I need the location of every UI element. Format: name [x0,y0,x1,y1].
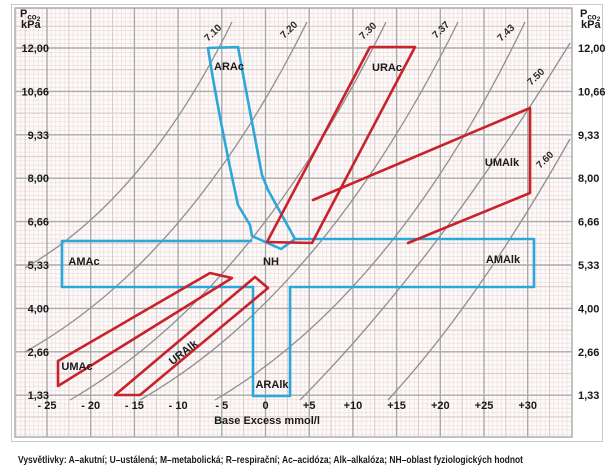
y-tick-label: 4,00 [28,303,49,315]
pco2-symbol: P [20,8,27,20]
pco2-subscript-2: 2 [37,16,41,23]
svg-text:Pco2: Pco2 [580,8,601,23]
y-axis-header-left: Pco2 kPa [20,8,41,31]
figure-caption: Vysvětlivky: A–akutní; U–ustálená; M–met… [18,455,524,466]
x-tick-label: +5 [303,400,316,412]
region-aralk-outline [251,285,292,398]
y-axis-header-right: Pco2 kPa [580,8,601,31]
graph-paper-grid [15,8,572,437]
region-urac-outline [265,45,417,245]
y-axis-unit-left: kPa [21,19,41,31]
ph-isoline-7-10 [24,21,233,269]
y-tick-label: 2,66 [28,347,49,359]
y-tick-label: 2,66 [578,347,599,359]
y-tick-label: 1,33 [28,390,49,402]
y-tick-label: 10,66 [21,86,49,98]
y-tick-label: 1,33 [578,390,599,402]
y-tick-label: 9,33 [28,130,49,142]
pco2-subscript: co [587,13,596,22]
region-label-urac: URAc [372,62,402,74]
y-tick-label: 8,00 [578,173,599,185]
y-tick-label: 6,66 [28,217,49,229]
y-tick-label: 9,33 [578,130,599,142]
ph-isoline-7-50 [299,42,571,401]
x-tick-label: - 10 [169,400,188,412]
region-label-umalk: UMAlk [485,157,520,169]
region-uralk-outline [113,275,270,397]
region-label-amalk: AMAlk [486,254,521,266]
x-tick-label: - 15 [125,400,144,412]
y-tick-label: 10,66 [578,86,606,98]
pco2-subscript: co [27,13,36,22]
x-tick-labels: - 25 - 20 - 15 - 10 - 5 0 +5 +10 +15 +20… [38,400,538,412]
ph-isoline-7-37 [139,21,459,401]
y-tick-label: 6,66 [578,217,599,229]
x-tick-label: - 20 [81,400,100,412]
ph-isoline-7-60 [387,138,571,401]
region-umac-outline [56,271,234,388]
ph-isolines-group [24,21,571,401]
region-label-nh: NH [263,256,279,268]
x-tick-label: +15 [387,400,406,412]
y-tick-labels-left: 12,00 10,66 9,33 8,00 6,66 5,33 4,00 2,6… [21,43,49,402]
grid-frame [14,7,573,438]
y-tick-label: 8,00 [28,173,49,185]
region-label-umac: UMAc [61,361,92,373]
y-tick-labels-right: 12,00 10,66 9,33 8,00 6,66 5,33 4,00 2,6… [578,43,606,402]
red-regions-group [56,45,532,397]
ph-isoline-7-30 [69,21,387,401]
y-axis-unit-right: kPa [581,19,601,31]
y-tick-label: 12,00 [578,43,606,55]
x-axis-title: Base Excess mmol/l [214,415,320,427]
pco2-subscript-2: 2 [597,16,601,23]
y-tick-label: 12,00 [21,43,49,55]
y-tick-label: 4,00 [578,303,599,315]
pco2-symbol: P [580,8,587,20]
x-tick-label: +25 [475,400,494,412]
y-tick-label: 5,33 [28,260,49,272]
ph-isoline-7-20 [24,21,308,353]
x-tick-label: - 25 [38,400,57,412]
region-label-amac: AMAc [68,256,99,268]
region-label-aralk: ARAlk [255,379,289,391]
x-tick-label: - 5 [215,400,228,412]
ph-isoline-7-43 [214,21,526,401]
region-label-arac: ARAc [214,61,244,73]
region-umalk-outline [311,106,532,245]
grid-major-lines [15,8,572,437]
region-arac-outline [206,45,297,251]
x-tick-label: +10 [344,400,363,412]
y-tick-label: 5,33 [578,260,599,272]
svg-text:Pco2: Pco2 [20,8,41,23]
x-tick-label: +20 [431,400,450,412]
x-tick-label: +30 [518,400,537,412]
x-tick-label: 0 [262,400,268,412]
